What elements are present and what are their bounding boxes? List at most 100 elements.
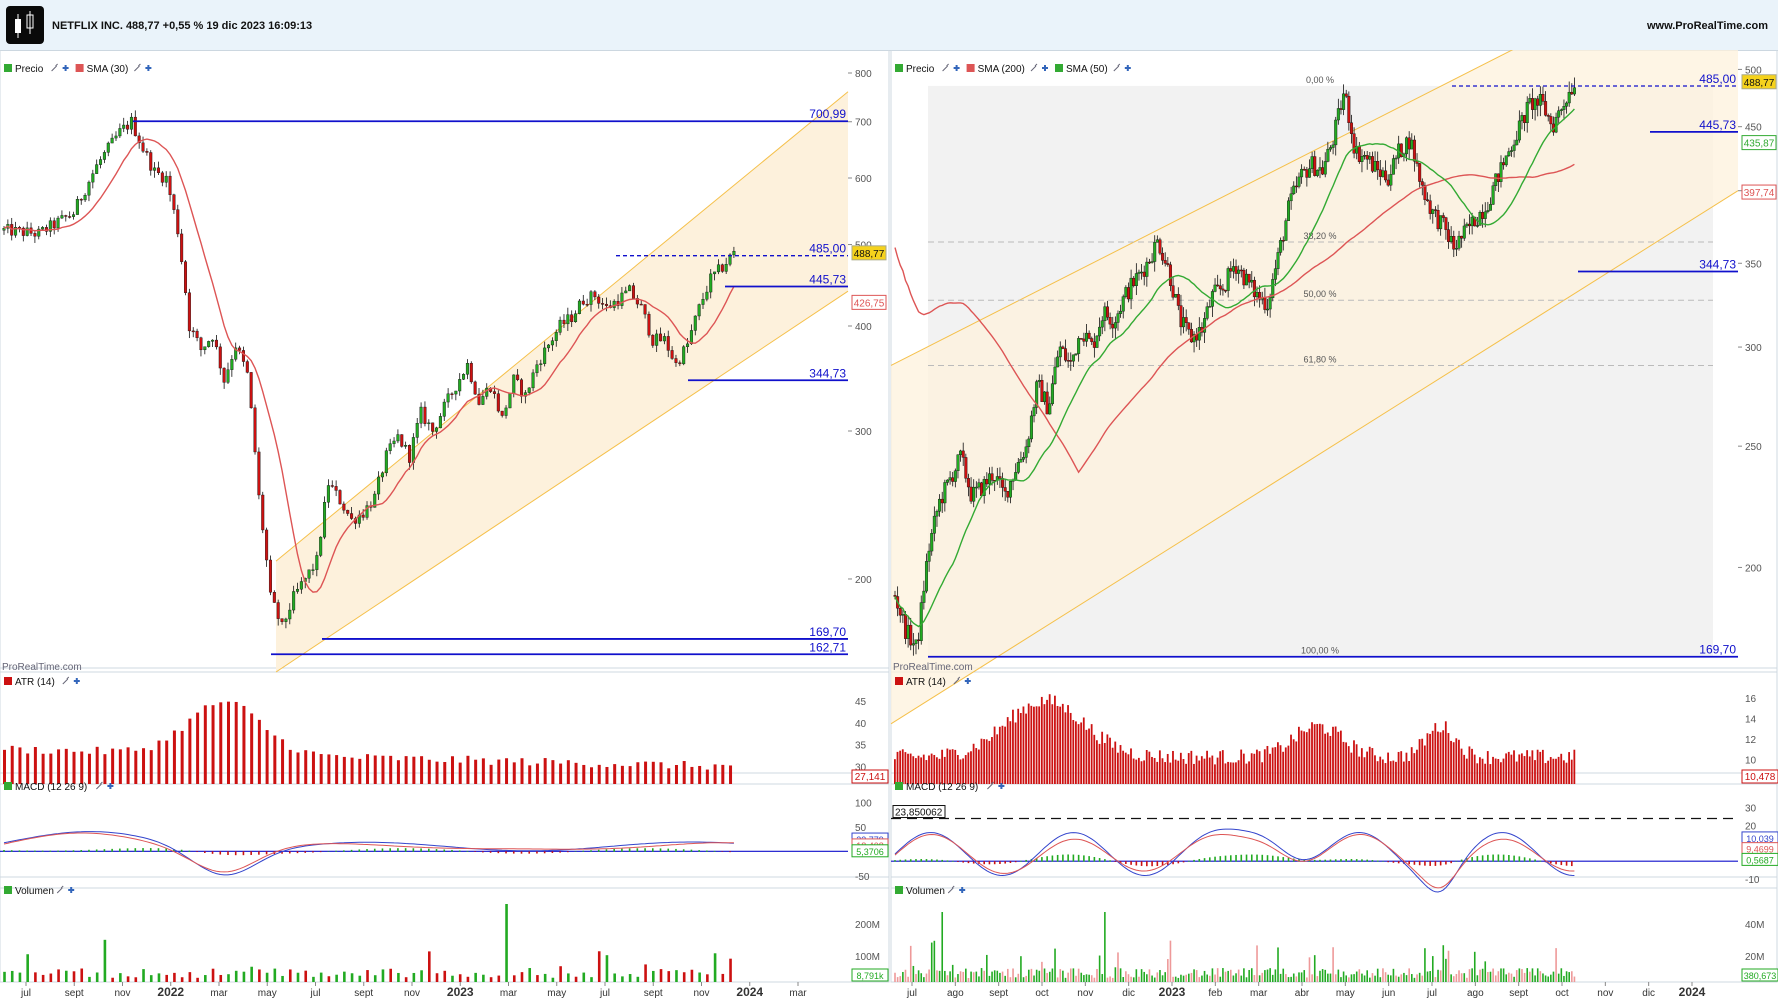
volume-bar — [211, 968, 215, 982]
x-tick-label: may — [258, 988, 277, 999]
volume-bar — [1303, 970, 1306, 982]
legend-label[interactable]: SMA (200) — [978, 64, 1025, 75]
candle-body — [1376, 161, 1380, 171]
volume-bar — [512, 975, 516, 982]
prorealtime-logo-icon[interactable] — [6, 6, 44, 44]
legend-label[interactable]: SMA (50) — [1066, 64, 1108, 75]
candle-body — [435, 427, 439, 432]
candle-body — [1043, 391, 1047, 402]
atr-bar — [1093, 734, 1096, 784]
legend-label[interactable]: ATR (14) — [15, 677, 55, 688]
macd-histogram-bar — [404, 848, 407, 852]
atr-bar — [713, 764, 717, 784]
volume-bar — [1358, 969, 1361, 982]
candle-body — [1158, 239, 1162, 254]
candle — [1431, 208, 1435, 224]
macd-badge-box — [851, 844, 889, 858]
atr-bar — [1452, 742, 1455, 784]
legend-label[interactable]: Precio — [15, 64, 44, 75]
volume-bar — [142, 969, 145, 982]
y-tick-label: 400 — [855, 322, 872, 333]
legend-label[interactable]: MACD (12 26 9) — [906, 782, 978, 793]
candle — [974, 481, 978, 498]
candle-body — [442, 401, 446, 417]
atr-bar — [1321, 724, 1324, 784]
atr-bar — [443, 762, 447, 784]
volume-bar — [1340, 977, 1342, 982]
legend-label[interactable]: Precio — [906, 64, 935, 75]
candle — [1064, 339, 1068, 363]
candle — [187, 288, 191, 339]
macd-histogram-bar — [451, 849, 453, 852]
candle-body — [1365, 155, 1369, 160]
macd-histogram-bar — [675, 848, 677, 852]
site-url[interactable]: www.ProRealTime.com — [1646, 20, 1768, 32]
macd-histogram-bar — [196, 851, 198, 853]
sma-50-line — [894, 108, 1575, 628]
volume-bar — [1266, 969, 1269, 982]
atr-bar — [373, 755, 377, 784]
candle-body — [1218, 285, 1222, 290]
volume-bar — [980, 968, 983, 982]
volume-bar — [1429, 971, 1431, 982]
candle — [21, 226, 25, 242]
macd-histogram-bar — [909, 859, 912, 862]
atr-bar — [1536, 749, 1539, 784]
legend-label[interactable]: MACD (12 26 9) — [15, 782, 87, 793]
candle — [697, 303, 701, 321]
candle-body — [1153, 242, 1157, 262]
volume-bar — [1190, 972, 1193, 982]
volume-bar — [1434, 977, 1437, 982]
candle-body — [1292, 185, 1296, 195]
chart-area[interactable]: 700,99485,00445,73344,73169,70162,712003… — [0, 50, 1778, 1000]
candle — [914, 639, 918, 655]
atr-bar — [466, 755, 470, 784]
atr-bar — [118, 749, 122, 784]
volume-bar — [350, 973, 354, 982]
candle-body — [1528, 98, 1532, 103]
legend-label[interactable]: SMA (30) — [87, 64, 129, 75]
atr-bar — [157, 740, 161, 784]
candle — [1457, 230, 1461, 251]
atr-bar — [1261, 762, 1264, 784]
volume-bar — [1109, 976, 1111, 982]
candle — [334, 480, 338, 497]
atr-bar — [1274, 747, 1277, 784]
candle-body — [1142, 271, 1146, 277]
candle-body — [1512, 144, 1516, 151]
macd-histogram-bar — [242, 851, 245, 856]
atr-bar — [1334, 726, 1337, 784]
atr-bar — [1114, 741, 1117, 784]
candle-body — [411, 437, 415, 463]
atr-bar — [1211, 755, 1214, 784]
x-tick-label: jul — [309, 988, 320, 999]
legend-label[interactable]: Volumen — [15, 886, 54, 897]
atr-bar — [1182, 759, 1185, 784]
atr-bar — [1570, 759, 1573, 784]
volume-bar — [1085, 974, 1088, 982]
candle — [14, 221, 18, 238]
volume-bar — [1547, 976, 1550, 982]
legend-label[interactable]: Volumen — [906, 886, 945, 897]
candle — [346, 509, 350, 516]
candle-body — [1344, 93, 1348, 97]
candle — [1268, 293, 1272, 318]
candle-body — [1155, 239, 1159, 243]
candle-body — [180, 233, 184, 262]
macd-histogram-bar — [1203, 858, 1206, 862]
candle — [682, 345, 686, 366]
volume-bar — [1106, 977, 1109, 982]
candle-body — [1027, 438, 1031, 448]
y-tick-label: 45 — [855, 697, 867, 708]
candle-body — [1457, 235, 1461, 249]
volume-bar — [1342, 971, 1345, 982]
volume-bar — [1069, 968, 1072, 982]
atr-bar — [1471, 748, 1473, 784]
macd-histogram-bar — [1371, 860, 1374, 862]
candle — [164, 171, 168, 188]
candle — [631, 282, 635, 300]
candle-body — [1247, 273, 1251, 283]
candle-body — [261, 494, 265, 531]
atr-bar — [1135, 759, 1138, 784]
legend-label[interactable]: ATR (14) — [906, 677, 946, 688]
